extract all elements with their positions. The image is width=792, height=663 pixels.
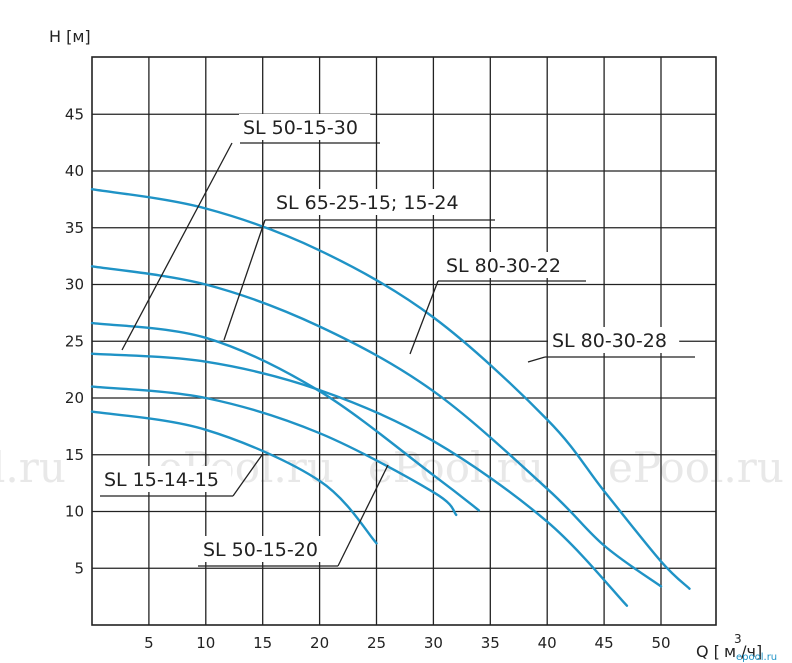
series-label-leader-5 <box>232 454 263 497</box>
series-label-leader-1 <box>121 142 233 351</box>
series-label-group-4: SL 80-30-28 <box>527 327 695 363</box>
label-leaders: SL 50-15-30 SL 65-25-15; 15-24 SL 80-30-22… <box>100 114 695 567</box>
curves <box>90 188 691 607</box>
series-line-6 <box>90 410 378 545</box>
x-tick-label-50: 50 <box>651 634 670 652</box>
series-label-2: SL 65-25-15; 15-24 <box>276 192 459 214</box>
watermark-1: l.ru <box>0 443 66 492</box>
x-axis-title-sup: 3 <box>734 632 742 646</box>
series-label-group-5: SL 15-14-15 <box>100 454 263 497</box>
series-label-bg-5 <box>100 466 232 492</box>
series-label-4: SL 80-30-28 <box>552 330 667 352</box>
x-axis-title-unit: м /ч] <box>724 642 762 661</box>
y-tick-label-10: 10 <box>65 503 84 521</box>
x-axis-title-prefix: Q [ <box>696 642 720 661</box>
x-tick-label-40: 40 <box>538 634 557 652</box>
x-tick-label-20: 20 <box>310 634 329 652</box>
x-tick-label-30: 30 <box>424 634 443 652</box>
watermarks: l.ru ePool.ru ePool.ru ePool.ru <box>0 443 784 492</box>
x-tick-label-25: 25 <box>367 634 386 652</box>
series-label-group-3: SL 80-30-22 <box>409 252 586 355</box>
x-tick-label-10: 10 <box>196 634 215 652</box>
series-label-bg-1 <box>239 114 371 140</box>
x-tick-label-15: 15 <box>253 634 272 652</box>
y-tick-label-20: 20 <box>65 389 84 407</box>
y-tick-label-40: 40 <box>65 162 84 180</box>
series-label-leader-6 <box>337 464 389 567</box>
series-label-1: SL 50-15-30 <box>243 117 358 139</box>
series-line-5 <box>90 385 458 517</box>
tick-labels: 5 10 15 20 25 30 35 40 45 50 5 10 15 20 25 30 35 40 45 <box>65 105 671 652</box>
x-axis-title: Q [ м /ч] 3 <box>696 632 762 661</box>
x-tick-label-35: 35 <box>481 634 500 652</box>
series-label-leader-4 <box>527 356 546 363</box>
x-tick-label-45: 45 <box>595 634 614 652</box>
grid <box>92 57 716 625</box>
y-tick-label-25: 25 <box>65 332 84 350</box>
watermark-3: ePool.ru <box>368 443 544 492</box>
y-axis-title: H [м] <box>49 27 91 46</box>
series-label-3: SL 80-30-22 <box>446 255 561 277</box>
watermark-4: ePool.ru <box>608 443 784 492</box>
series-label-bg-6 <box>199 536 331 562</box>
y-tick-label-30: 30 <box>65 276 84 294</box>
corner-brand: epool.ru <box>736 652 777 663</box>
series-line-2 <box>90 265 663 588</box>
series-label-5: SL 15-14-15 <box>104 469 219 491</box>
series-line-4 <box>90 352 629 607</box>
series-label-leader-3 <box>409 280 439 355</box>
series-label-leader-2 <box>223 219 266 341</box>
plot-frame <box>91 56 717 626</box>
y-tick-label-35: 35 <box>65 219 84 237</box>
series-label-bg-3 <box>442 252 574 278</box>
series-label-bg-4 <box>548 327 680 353</box>
y-tick-label-45: 45 <box>65 105 84 123</box>
series-label-6: SL 50-15-20 <box>203 539 318 561</box>
series-label-bg-2 <box>272 189 482 215</box>
y-tick-label-15: 15 <box>65 446 84 464</box>
y-tick-label-5: 5 <box>74 559 84 577</box>
x-tick-label-5: 5 <box>144 634 154 652</box>
series-line-1 <box>90 188 691 590</box>
series-label-group-1: SL 50-15-30 <box>121 114 380 351</box>
series-label-group-6: SL 50-15-20 <box>198 464 389 567</box>
series-label-group-2: SL 65-25-15; 15-24 <box>223 189 495 341</box>
